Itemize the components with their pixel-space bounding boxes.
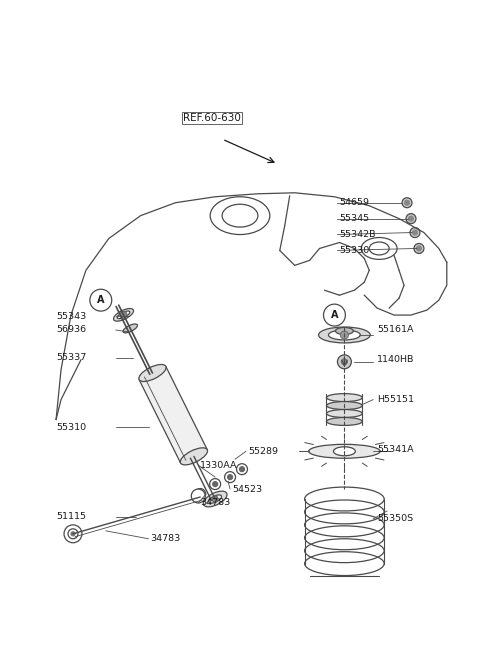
Text: 54523: 54523 [232,485,262,493]
Text: 55289: 55289 [248,447,278,456]
Circle shape [414,243,424,253]
Text: A: A [331,310,338,320]
Circle shape [90,289,112,311]
Ellipse shape [326,394,362,401]
Text: 56936: 56936 [56,325,86,335]
Ellipse shape [222,204,258,227]
Ellipse shape [210,197,270,235]
Ellipse shape [139,365,166,382]
Text: 1330AA: 1330AA [200,461,238,470]
Text: 55310: 55310 [56,423,86,432]
Text: 55342B: 55342B [339,230,376,239]
Text: 51115: 51115 [56,512,86,522]
Ellipse shape [336,327,353,335]
Ellipse shape [309,444,380,459]
Polygon shape [139,366,207,463]
Ellipse shape [123,324,138,333]
Text: H55151: H55151 [377,395,414,404]
Circle shape [71,532,75,536]
Circle shape [412,230,418,235]
Circle shape [337,355,351,369]
Text: 55337: 55337 [56,354,86,362]
Ellipse shape [334,447,355,456]
Text: 55345: 55345 [339,214,370,223]
Text: 55161A: 55161A [377,325,414,335]
Circle shape [195,489,206,499]
Ellipse shape [180,448,207,465]
Ellipse shape [326,417,362,426]
Ellipse shape [361,237,397,259]
Circle shape [405,200,409,205]
Circle shape [192,489,205,503]
Circle shape [340,331,348,339]
Circle shape [120,312,127,318]
Ellipse shape [114,308,133,321]
Circle shape [228,475,232,480]
Ellipse shape [117,311,130,319]
Text: REF.60-630: REF.60-630 [183,113,241,123]
Circle shape [225,472,236,483]
Text: 54659: 54659 [339,198,370,207]
Text: 34783: 34783 [151,534,181,543]
Circle shape [213,482,217,487]
Ellipse shape [326,409,362,417]
Text: 55343: 55343 [56,312,86,321]
Circle shape [324,304,346,326]
Circle shape [417,246,421,251]
Text: 34783: 34783 [200,499,230,508]
Circle shape [408,216,413,221]
Ellipse shape [203,491,227,507]
Text: 55330: 55330 [339,246,370,255]
Circle shape [237,464,248,475]
Text: 1140HB: 1140HB [377,356,415,364]
Circle shape [341,359,348,365]
Circle shape [212,496,218,502]
Ellipse shape [319,327,370,343]
Text: A: A [97,295,105,305]
Circle shape [210,479,221,489]
Text: 55341A: 55341A [377,445,414,454]
Ellipse shape [326,401,362,409]
Circle shape [198,491,203,497]
Circle shape [406,214,416,224]
Circle shape [402,197,412,208]
Ellipse shape [369,242,389,255]
Text: 55350S: 55350S [377,514,413,523]
Circle shape [240,466,244,472]
Ellipse shape [209,495,221,503]
Circle shape [68,529,78,539]
Ellipse shape [328,330,360,340]
Circle shape [410,228,420,237]
Circle shape [64,525,82,543]
